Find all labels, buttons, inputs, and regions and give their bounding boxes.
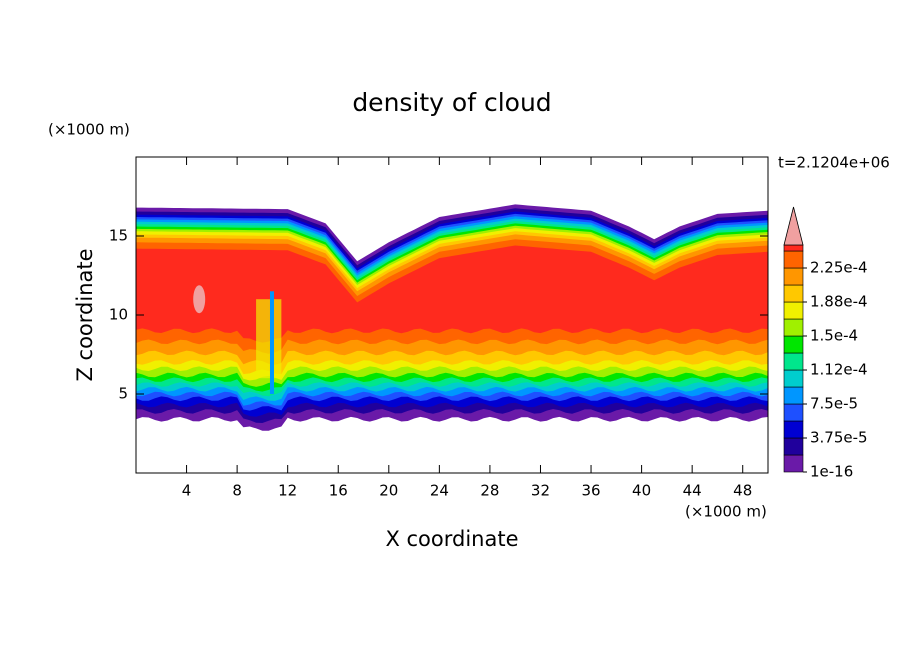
colorbar-swatch — [783, 318, 804, 337]
colorbar-swatch — [783, 244, 804, 252]
colorbar-swatch — [783, 420, 804, 439]
colorbar-label: 1.5e-4 — [810, 327, 858, 345]
colorbar-swatch — [783, 301, 804, 320]
colorbar-swatch — [783, 284, 804, 303]
x-tick-label: 8 — [232, 482, 242, 500]
x-tick-label: 32 — [531, 482, 550, 500]
colorbar-swatch — [783, 250, 804, 269]
x-tick-label: 36 — [581, 482, 600, 500]
colorbar-label: 2.25e-4 — [810, 259, 868, 277]
x-tick-label: 44 — [683, 482, 702, 500]
colorbar-label: 7.5e-5 — [810, 395, 858, 413]
y-tick-label: 5 — [118, 385, 128, 403]
x-tick-label: 48 — [733, 482, 752, 500]
contour-field — [136, 204, 768, 431]
colorbar-swatch — [783, 369, 804, 388]
colorbar-swatch — [783, 267, 804, 286]
y-tick-label: 15 — [109, 227, 128, 245]
contour-band — [269, 291, 274, 394]
contour-band — [256, 299, 282, 379]
contour-band — [136, 245, 768, 343]
y-axis-label: Z coordinate — [73, 248, 97, 381]
x-tick-label: 24 — [430, 482, 449, 500]
colorbar-label: 1e-16 — [810, 463, 853, 481]
colorbar-label: 1.12e-4 — [810, 361, 868, 379]
colorbar-swatch — [783, 335, 804, 354]
colorbar-label: 3.75e-5 — [810, 429, 868, 447]
x-tick-label: 16 — [329, 482, 348, 500]
chart-title: density of cloud — [352, 88, 551, 117]
x-tick-label: 28 — [480, 482, 499, 500]
colorbar-swatch — [783, 352, 804, 371]
x-tick-label: 4 — [182, 482, 192, 500]
colorbar-label: 1.88e-4 — [810, 293, 868, 311]
colorbar-swatch — [783, 386, 804, 405]
x-tick-label: 12 — [278, 482, 297, 500]
time-label: t=2.1204e+06 — [778, 154, 890, 172]
colorbar-swatch — [783, 437, 804, 456]
x-tick-label: 20 — [379, 482, 398, 500]
colorbar-swatch — [783, 454, 804, 473]
y-units: (×1000 m) — [48, 121, 130, 139]
x-tick-label: 40 — [632, 482, 651, 500]
x-axis-label: X coordinate — [385, 527, 518, 551]
contour-band — [193, 285, 206, 314]
y-tick-label: 10 — [109, 306, 128, 324]
colorbar-extension — [783, 206, 804, 246]
x-units: (×1000 m) — [685, 503, 767, 521]
colorbar-swatch — [783, 403, 804, 422]
